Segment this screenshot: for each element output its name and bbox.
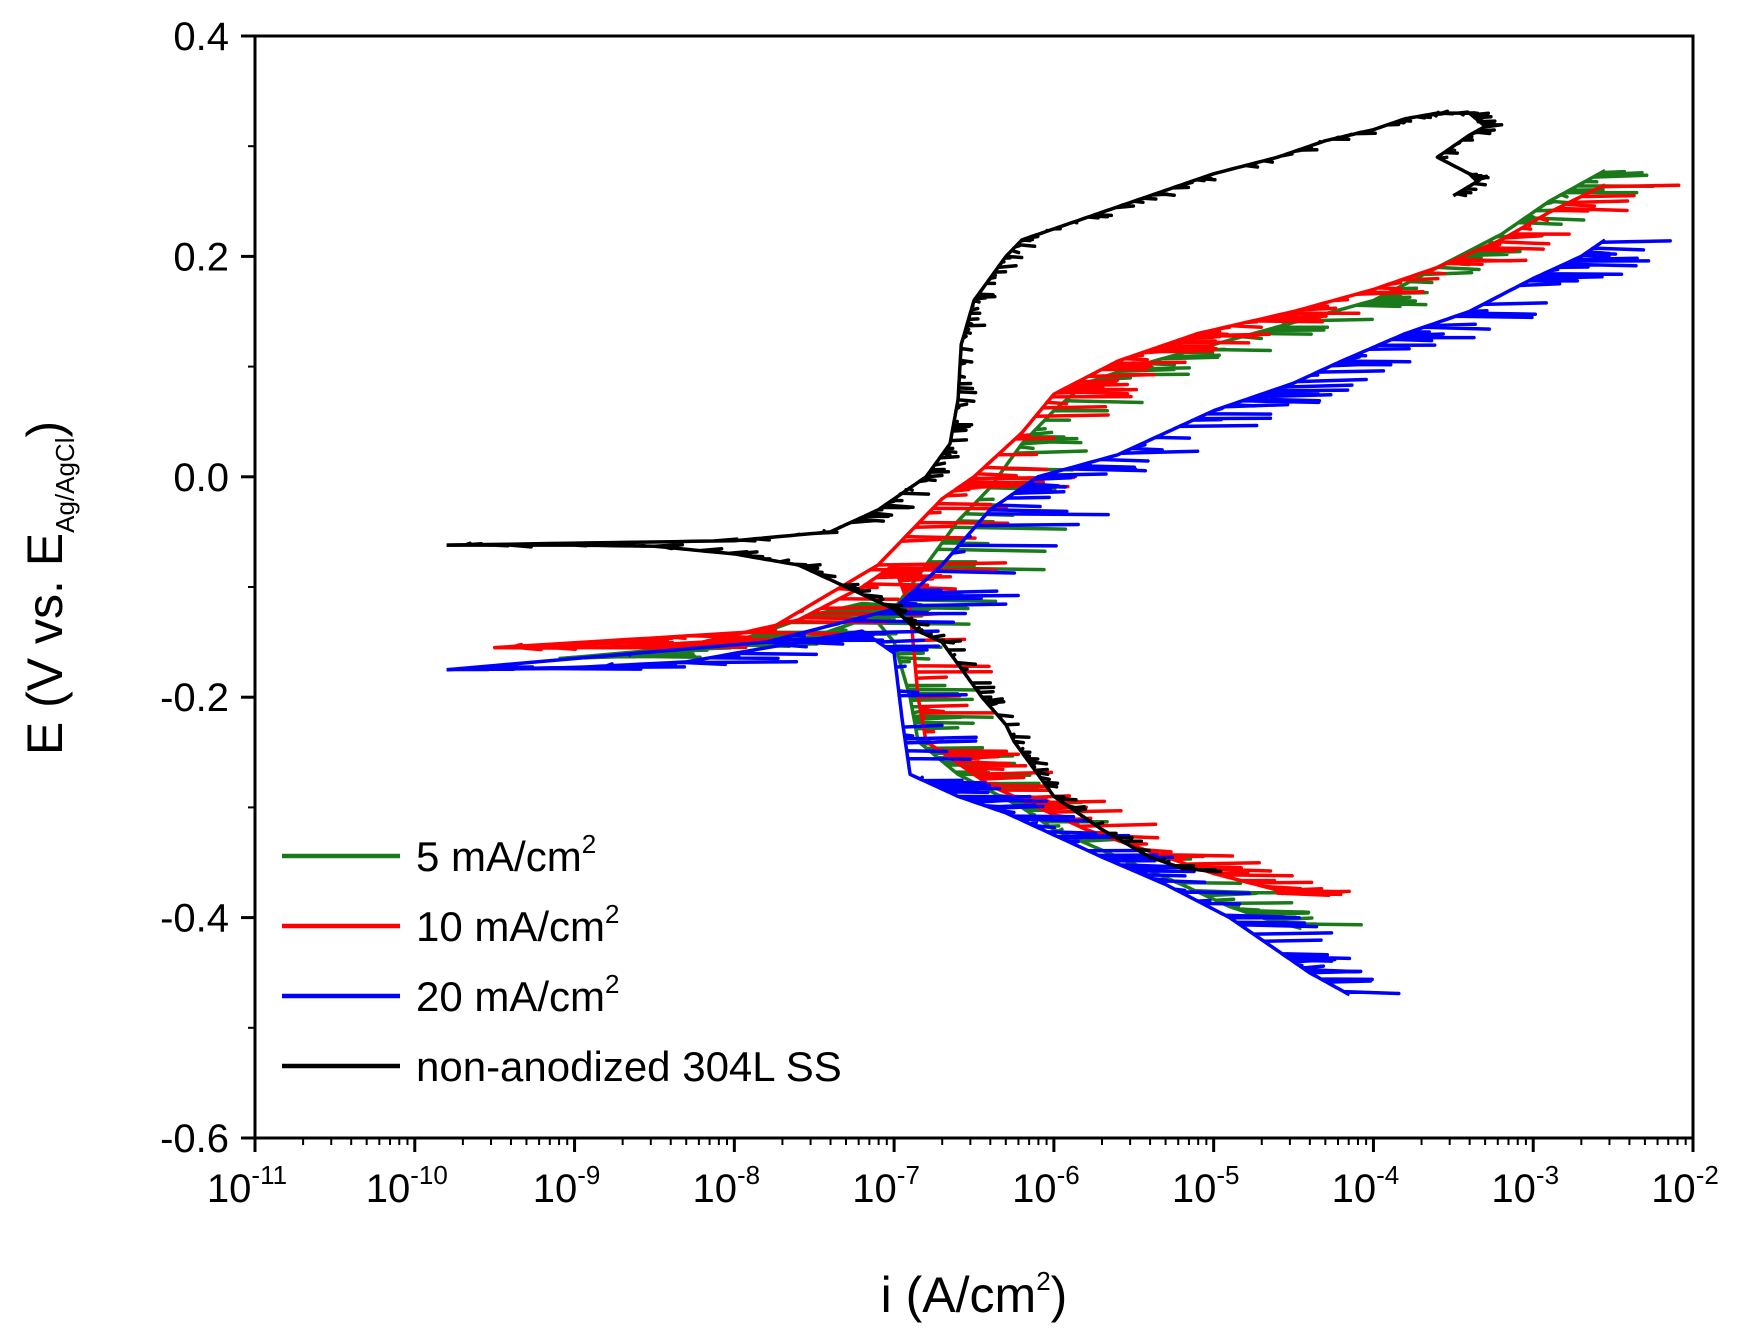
y-tick-label: 0.0	[173, 456, 229, 500]
legend-label: non-anodized 304L SS	[416, 1043, 842, 1090]
series-layer	[446, 109, 1681, 997]
x-tick-label: 10-7	[852, 1160, 920, 1211]
series-2-anodic-line	[494, 183, 1681, 650]
y-tick-label: -0.4	[160, 897, 229, 941]
legend-label: 10 mA/cm2	[416, 899, 620, 950]
x-tick-label: 10-4	[1332, 1160, 1400, 1211]
y-tick-label: 0.2	[173, 235, 229, 279]
x-tick-label: 10-11	[207, 1160, 287, 1211]
series-3-anodic-line	[446, 238, 1672, 672]
axis-tick-labels: 10-11 10-10 10-9 10-8 10-7 10-6 10-5 10-4 10-3 10…	[160, 15, 1719, 1211]
series-4-cathodic-line	[446, 541, 1223, 874]
series-3-cathodic-line	[446, 629, 1401, 997]
y-tick-label: 0.4	[173, 15, 229, 59]
x-tick-label: 10-2	[1651, 1160, 1719, 1211]
x-tick-label: 10-9	[533, 1160, 601, 1211]
legend-label: 20 mA/cm2	[416, 969, 620, 1020]
x-tick-label: 10-10	[366, 1160, 448, 1211]
series-4-anodic-line	[446, 109, 1504, 547]
x-tick-label: 10-8	[693, 1160, 761, 1211]
y-tick-label: -0.2	[160, 676, 229, 720]
legend-label: 5 mA/cm2	[416, 829, 596, 880]
legend: 5 mA/cm2 10 mA/cm2 20 mA/cm2 non-anodized 3…	[282, 829, 842, 1090]
y-tick-label: -0.6	[160, 1117, 229, 1161]
x-tick-label: 10-6	[1012, 1160, 1080, 1211]
x-tick-label: 10-3	[1491, 1160, 1559, 1211]
x-axis-title: i (A/cm2)	[881, 1266, 1068, 1323]
x-tick-label: 10-5	[1172, 1160, 1240, 1211]
y-axis-title: E (V vs. EAg/AgCl)	[17, 421, 80, 755]
axis-ticks	[241, 34, 1695, 1152]
